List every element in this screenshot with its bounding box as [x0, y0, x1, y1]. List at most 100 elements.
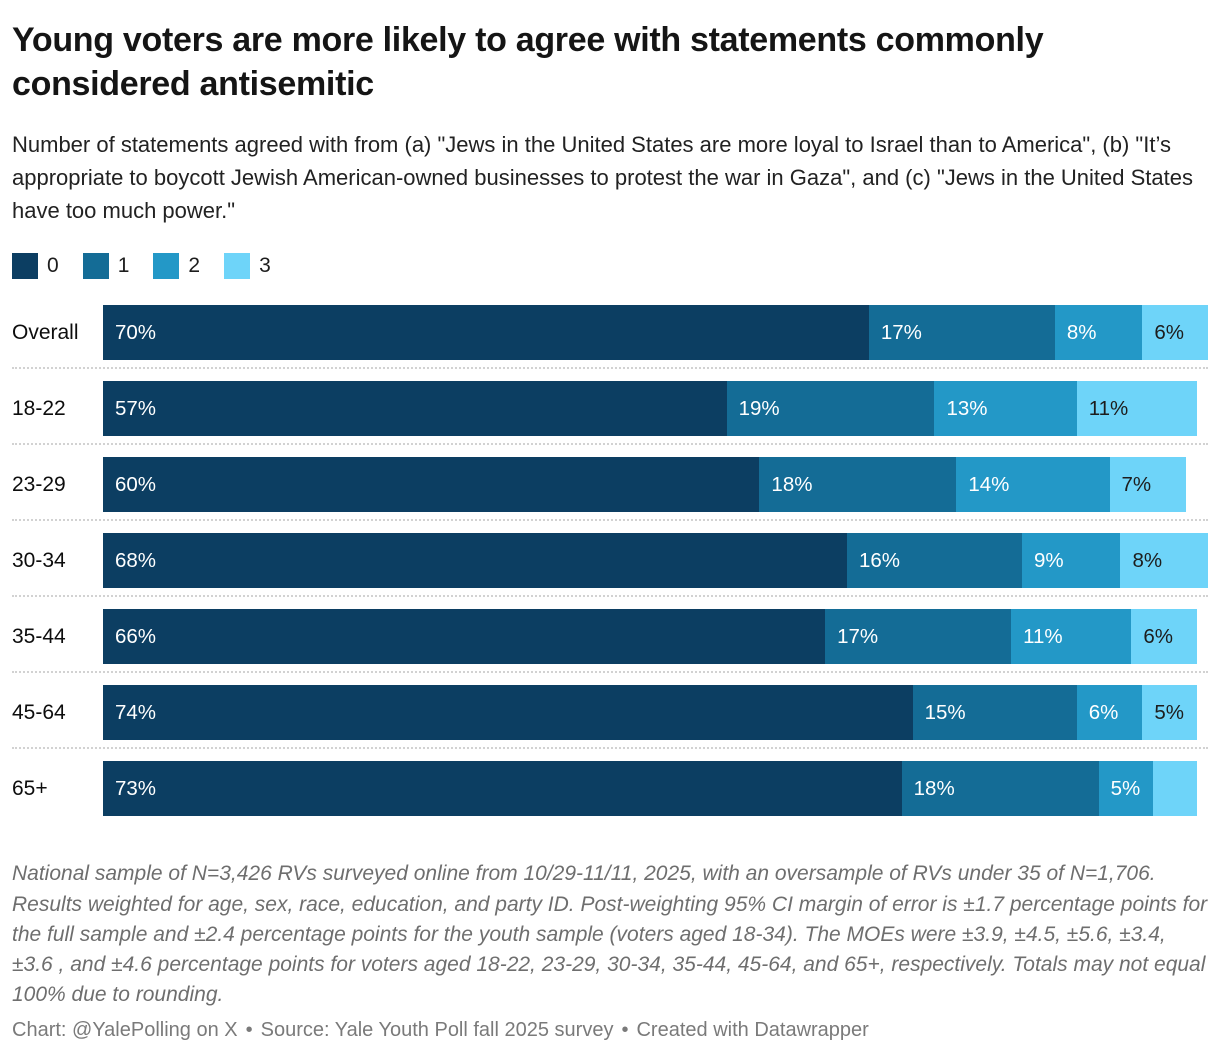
segment-value-label: 74% [115, 700, 157, 724]
bar-rows: Overall 70% 17% 8% 6% 18-22 57% 19% 13% 11% 23-29 6… [12, 305, 1208, 823]
legend-item-3: 3 [224, 253, 271, 280]
bar-segment-1: 18% [901, 761, 1099, 817]
chart-credit-link[interactable]: Chart: @YalePolling on X [12, 1018, 238, 1041]
bar-segment-3: 6% [1142, 305, 1208, 361]
category-label: 65+ [12, 776, 48, 800]
bar-segment-2: 8% [1054, 305, 1143, 361]
legend-swatch-icon [153, 253, 180, 280]
bar-segment-1: 15% [912, 685, 1077, 741]
bar-segment-1: 17% [825, 609, 1012, 665]
bar-segment-1: 17% [868, 305, 1055, 361]
bar-track: 66% 17% 11% 6% [103, 609, 1208, 665]
bar-segment-1: 16% [846, 533, 1022, 589]
category-label: 45-64 [12, 700, 66, 724]
legend-label: 3 [259, 254, 271, 278]
segment-value-label: 66% [115, 624, 157, 648]
bar-row: 45-64 74% 15% 6% 5% [12, 673, 1208, 750]
segment-value-label: 13% [946, 396, 988, 420]
credit-separator: • [621, 1018, 629, 1041]
segment-value-label: 6% [1088, 700, 1119, 724]
legend-item-1: 1 [82, 253, 130, 280]
bar-segment-3 [1153, 761, 1198, 817]
bar-row: 18-22 57% 19% 13% 11% [12, 369, 1208, 446]
bar-segment-3: 6% [1131, 609, 1198, 665]
segment-value-label: 18% [913, 776, 955, 800]
segment-value-label: 5% [1154, 700, 1184, 724]
bar-row: Overall 70% 17% 8% 6% [12, 305, 1208, 370]
bar-segment-3: 11% [1076, 381, 1198, 437]
bar-track: 68% 16% 9% 8% [103, 533, 1208, 589]
category-label: 18-22 [12, 396, 66, 420]
segment-value-label: 17% [880, 320, 922, 344]
bar-row: 35-44 66% 17% 11% 6% [12, 597, 1208, 674]
bar-segment-3: 5% [1142, 685, 1198, 741]
segment-value-label: 8% [1132, 548, 1163, 572]
segment-value-label: 15% [924, 700, 966, 724]
segment-value-label: 68% [115, 548, 157, 572]
bar-row: 23-29 60% 18% 14% 7% [12, 445, 1208, 522]
bar-segment-2: 14% [956, 457, 1110, 513]
bar-segment-0: 57% [103, 381, 727, 437]
legend: 0 1 2 3 [12, 253, 1208, 280]
segment-value-label: 8% [1066, 320, 1097, 344]
segment-value-label: 60% [115, 472, 157, 496]
segment-value-label: 73% [115, 776, 157, 800]
bar-segment-2: 13% [934, 381, 1077, 437]
category-label: Overall [12, 320, 79, 344]
bar-track: 60% 18% 14% 7% [103, 457, 1208, 513]
segment-value-label: 6% [1143, 624, 1174, 648]
segment-value-label: 7% [1121, 472, 1152, 496]
bar-segment-0: 68% [103, 533, 847, 589]
segment-value-label: 9% [1034, 548, 1064, 572]
bar-segment-1: 18% [759, 457, 957, 513]
segment-value-label: 18% [771, 472, 813, 496]
bar-row: 30-34 68% 16% 9% 8% [12, 521, 1208, 598]
bar-track: 73% 18% 5% [103, 761, 1208, 817]
bar-segment-2: 5% [1098, 761, 1154, 817]
segment-value-label: 6% [1154, 320, 1184, 344]
category-label: 35-44 [12, 624, 66, 648]
bar-segment-0: 73% [103, 761, 902, 817]
bar-row: 65+ 73% 18% 5% [12, 749, 1208, 823]
segment-value-label: 5% [1110, 776, 1141, 800]
bar-segment-2: 9% [1022, 533, 1121, 589]
segment-value-label: 19% [738, 396, 780, 420]
bar-segment-3: 7% [1109, 457, 1187, 513]
segment-value-label: 70% [115, 320, 157, 344]
category-label: 23-29 [12, 472, 66, 496]
legend-swatch-icon [224, 253, 251, 280]
bar-segment-0: 74% [103, 685, 913, 741]
category-label: 30-34 [12, 548, 66, 572]
bar-segment-2: 6% [1076, 685, 1143, 741]
segment-value-label: 57% [115, 396, 157, 420]
segment-value-label: 17% [837, 624, 879, 648]
footer-credits: Chart: @YalePolling on X • Source: Yale … [12, 1019, 1208, 1042]
segment-value-label: 16% [858, 548, 900, 572]
bar-track: 74% 15% 6% 5% [103, 685, 1208, 741]
bar-segment-2: 11% [1011, 609, 1132, 665]
legend-swatch-icon [82, 253, 109, 280]
datawrapper-credit-link[interactable]: Created with Datawrapper [636, 1018, 869, 1041]
legend-label: 2 [188, 254, 201, 278]
segment-value-label: 14% [968, 472, 1010, 496]
chart-subtitle: Number of statements agreed with from (a… [12, 132, 1193, 224]
credit-separator: • [245, 1018, 253, 1041]
chart-title: Young voters are more likely to agree wi… [12, 21, 1044, 104]
segment-value-label: 11% [1023, 624, 1063, 648]
legend-label: 0 [47, 254, 59, 278]
legend-swatch-icon [12, 253, 38, 280]
segment-value-label: 11% [1088, 396, 1129, 420]
bar-track: 70% 17% 8% 6% [103, 305, 1208, 361]
bar-segment-1: 19% [726, 381, 935, 437]
bar-segment-0: 60% [103, 457, 760, 513]
bar-segment-0: 70% [103, 305, 869, 361]
bar-track: 57% 19% 13% 11% [103, 381, 1208, 437]
bar-segment-0: 66% [103, 609, 826, 665]
legend-label: 1 [117, 254, 130, 278]
chart-notes: National sample of N=3,426 RVs surveyed … [12, 862, 1208, 1007]
source-credit: Source: Yale Youth Poll fall 2025 survey [260, 1018, 614, 1041]
legend-item-2: 2 [153, 253, 201, 280]
legend-item-0: 0 [12, 253, 59, 280]
bar-segment-3: 8% [1120, 533, 1208, 589]
